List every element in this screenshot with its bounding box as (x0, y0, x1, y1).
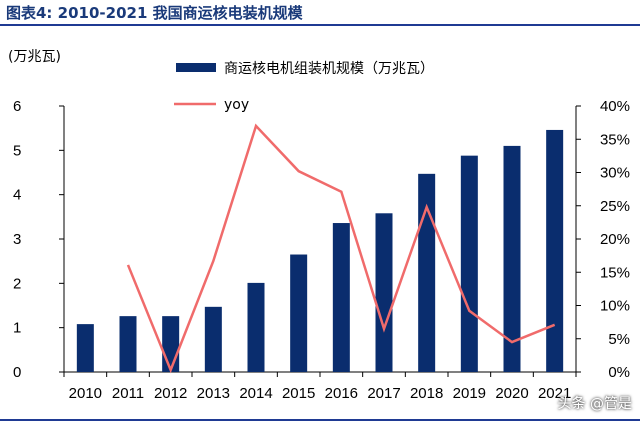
x-tick-label: 2014 (239, 385, 272, 402)
bar (76, 324, 94, 372)
x-tick-label: 2019 (453, 385, 486, 402)
bar (162, 316, 180, 372)
bar (247, 282, 265, 372)
y-left-tick-label: 3 (13, 231, 21, 248)
y-right-tick-label: 30% (600, 165, 630, 182)
tick-labels: 0 1 2 3 4 5 6 0% 5% 10% 15% 20% 25% 30% 35% 40% 2010 2011… (8, 49, 630, 402)
legend-bar-label: 商运核电机组装机规模（万兆瓦） (224, 61, 434, 77)
y-left-tick-label: 5 (13, 142, 21, 159)
x-tick-label: 2010 (69, 385, 102, 402)
bar (418, 173, 436, 372)
bar (460, 155, 478, 372)
x-tick-label: 2021 (538, 385, 571, 402)
y-right-tick-label: 15% (600, 264, 630, 281)
yoy-line (126, 123, 556, 374)
y-left-tick-label: 2 (13, 275, 21, 292)
legend-line-label: yoy (224, 97, 249, 113)
y-right-tick-label: 5% (608, 331, 630, 348)
y-right-tick-label: 0% (608, 364, 630, 381)
footer-divider (0, 419, 640, 421)
figure-title: 图表4: 2010-2021 我国商运核电装机规模 (6, 4, 303, 22)
y-unit-label: (万兆瓦) (8, 49, 61, 65)
bar (546, 129, 564, 372)
bar-series (76, 129, 564, 372)
x-tick-label: 2020 (495, 385, 528, 402)
y-right-tick-label: 10% (600, 298, 630, 315)
legend-bar-swatch (176, 63, 216, 72)
y-left-tick-label: 4 (13, 187, 21, 204)
x-tick-label: 2018 (410, 385, 443, 402)
bar (204, 306, 222, 372)
y-right-tick-label: 40% (600, 98, 630, 115)
axes (59, 105, 581, 377)
bar (290, 254, 308, 372)
legend: 商运核电机组装机规模（万兆瓦） yoy (174, 61, 434, 113)
x-tick-label: 2012 (154, 385, 187, 402)
bar (119, 316, 137, 372)
watermark: 头条 @管是 (557, 396, 632, 412)
y-right-tick-label: 25% (600, 198, 630, 215)
x-tick-label: 2015 (282, 385, 315, 402)
bar (375, 213, 393, 372)
y-left-tick-label: 1 (13, 320, 21, 337)
x-tick-label: 2017 (367, 385, 400, 402)
figure-header: 图表4: 2010-2021 我国商运核电装机规模 (0, 0, 640, 26)
x-tick-label: 2013 (197, 385, 230, 402)
x-tick-label: 2011 (112, 385, 144, 402)
y-right-tick-label: 20% (600, 231, 630, 248)
bar (332, 223, 350, 372)
y-right-tick-label: 35% (600, 131, 630, 148)
bar (503, 145, 521, 372)
y-left-tick-label: 0 (13, 364, 21, 381)
y-left-tick-label: 6 (13, 98, 21, 115)
x-tick-label: 2016 (325, 385, 358, 402)
line-series (126, 123, 556, 374)
